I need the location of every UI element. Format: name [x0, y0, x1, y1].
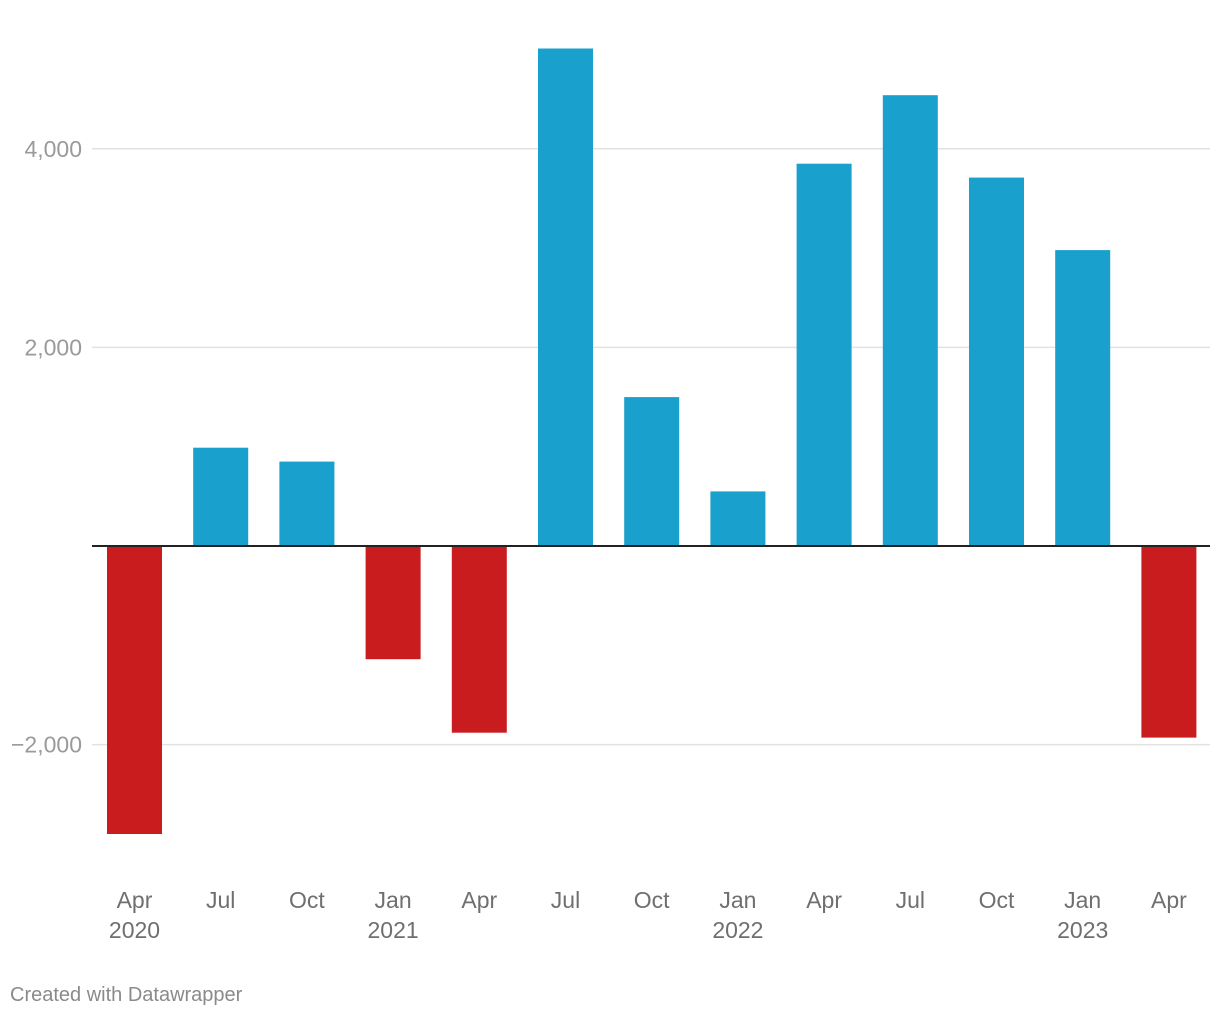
x-tick-label-year: 2023 — [1057, 917, 1108, 943]
bar — [710, 491, 766, 546]
x-tick-label-month: Jan — [1064, 887, 1101, 913]
x-tick-label-month: Apr — [461, 887, 497, 913]
bar — [1141, 546, 1197, 738]
bar — [451, 546, 507, 733]
x-tick-label-month: Jul — [206, 887, 235, 913]
bar — [107, 546, 162, 834]
x-tick-label-month: Oct — [289, 887, 325, 913]
bar — [279, 461, 335, 546]
bar — [538, 48, 593, 546]
y-tick-label: 4,000 — [24, 136, 82, 162]
y-axis-tick-labels: 4,000 2,000 −2,000 — [11, 136, 82, 758]
bar — [969, 177, 1024, 546]
bar — [365, 546, 421, 660]
x-tick-label-month: Apr — [117, 887, 153, 913]
bar — [1055, 250, 1111, 546]
x-tick-label-year: 2022 — [712, 917, 763, 943]
bar — [193, 447, 249, 546]
x-tick-label-month: Jan — [375, 887, 412, 913]
x-tick-label-year: 2020 — [109, 917, 160, 943]
bar — [624, 397, 680, 546]
x-tick-label-month: Jul — [896, 887, 925, 913]
x-tick-label-month: Jul — [551, 887, 580, 913]
bar — [882, 95, 938, 546]
credit-text: Created with Datawrapper — [10, 984, 243, 1006]
x-tick-label-month: Apr — [1151, 887, 1187, 913]
x-tick-label-month: Oct — [634, 887, 670, 913]
bar — [796, 163, 852, 546]
x-axis-tick-labels: Apr 2020 Jul Oct Jan 2021 Apr Jul Oct Jan 2022 Apr J… — [109, 887, 1187, 943]
y-tick-label: −2,000 — [11, 732, 82, 758]
x-tick-label-month: Apr — [806, 887, 842, 913]
x-tick-label-month: Jan — [719, 887, 756, 913]
bars — [107, 48, 1197, 834]
x-tick-label-month: Oct — [979, 887, 1015, 913]
y-tick-label: 2,000 — [24, 334, 82, 360]
x-tick-label-year: 2021 — [368, 917, 419, 943]
